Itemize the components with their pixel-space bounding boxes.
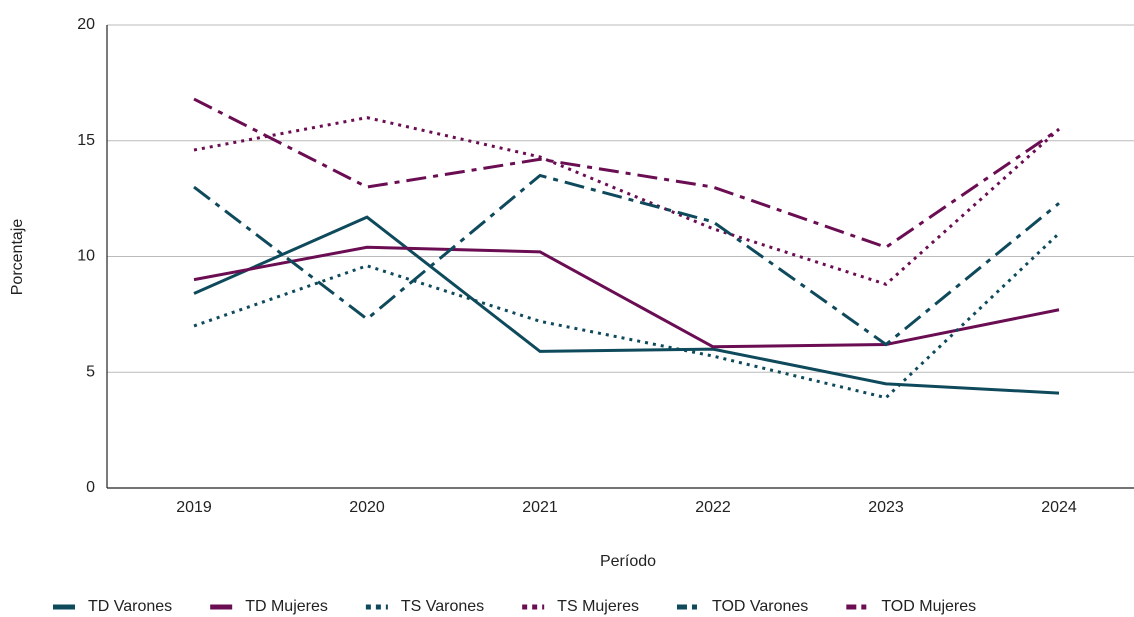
- series-line: [193, 173, 1060, 347]
- y-tick-label: 10: [77, 248, 95, 265]
- series-line: [193, 215, 1060, 395]
- legend-label: TOD Varones: [712, 598, 808, 615]
- x-tick-label: 2024: [1041, 499, 1077, 516]
- y-tick-label: 0: [86, 479, 95, 496]
- series-line: [193, 97, 1060, 249]
- x-tick-label: 2022: [695, 499, 731, 516]
- legend-label: TOD Mujeres: [881, 598, 976, 615]
- x-axis-label: Período: [600, 553, 656, 570]
- series-line: [193, 116, 1061, 286]
- y-axis-label: Porcentaje: [9, 219, 26, 296]
- y-tick-label: 20: [77, 16, 95, 33]
- x-tick-label: 2023: [868, 499, 904, 516]
- x-tick-label: 2020: [349, 499, 385, 516]
- series-line: [193, 232, 1061, 400]
- x-tick-label: 2019: [176, 499, 212, 516]
- legend-label: TS Varones: [401, 598, 484, 615]
- series-line: [193, 245, 1060, 349]
- y-tick-label: 5: [86, 363, 95, 380]
- legend-label: TD Mujeres: [245, 598, 328, 615]
- y-tick-label: 15: [77, 132, 95, 149]
- legend-label: TD Varones: [88, 598, 172, 615]
- legend-label: TS Mujeres: [557, 598, 639, 615]
- x-tick-label: 2021: [522, 499, 558, 516]
